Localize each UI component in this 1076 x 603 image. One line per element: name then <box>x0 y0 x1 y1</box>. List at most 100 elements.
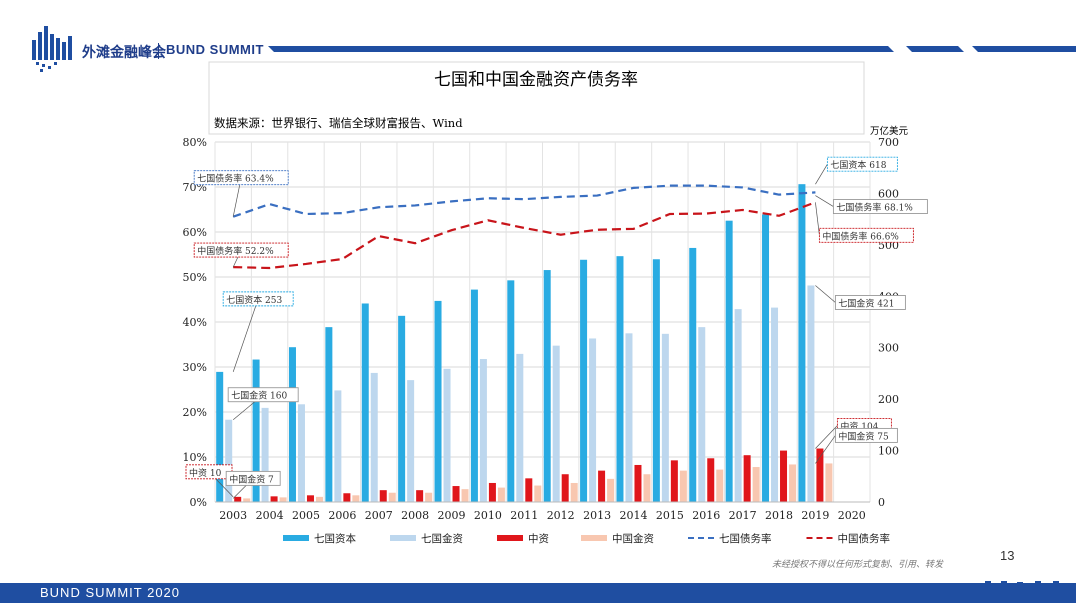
bar-七国金资 <box>625 333 633 502</box>
x-tick-label: 2010 <box>474 509 502 522</box>
bar-七国金资 <box>661 333 669 502</box>
bar-中国金资 <box>388 492 396 502</box>
bar-七国资本 <box>652 259 660 502</box>
bar-七国金资 <box>443 368 451 502</box>
bar-七国资本 <box>398 315 406 502</box>
bar-中国金资 <box>461 489 469 502</box>
legend-swatch <box>581 535 607 541</box>
bar-中国金资 <box>315 496 323 502</box>
copyright-notice: 未经授权不得以任何形式复制、引用、转发 <box>772 560 944 570</box>
bar-中国金资 <box>789 464 797 502</box>
x-tick-label: 2011 <box>510 509 538 522</box>
annotation-label: 中国债务率 66.6% <box>822 230 899 242</box>
y-left-tick-label: 20% <box>183 406 207 419</box>
bar-七国资本 <box>288 347 296 502</box>
bar-中资 <box>379 490 387 502</box>
annotation-box <box>834 427 898 443</box>
bar-七国金资 <box>552 345 560 502</box>
bar-七国金资 <box>734 309 742 502</box>
y-left-tick-label: 10% <box>183 451 207 464</box>
bar-七国资本 <box>252 359 260 502</box>
bar-中国金资 <box>425 492 433 502</box>
bar-中国金资 <box>752 467 760 502</box>
bar-中国金资 <box>497 487 505 502</box>
bar-中国金资 <box>243 498 251 502</box>
x-tick-label: 2018 <box>765 509 793 522</box>
annotation-box <box>222 291 294 307</box>
bar-中资 <box>634 464 642 502</box>
y-left-tick-label: 30% <box>183 361 207 374</box>
bar-七国资本 <box>361 303 369 502</box>
bar-七国资本 <box>507 280 515 502</box>
legend-label: 中国金资 <box>612 532 654 545</box>
bar-七国资本 <box>543 270 551 502</box>
bar-七国资本 <box>762 214 770 502</box>
annotation-leader <box>815 202 820 236</box>
bar-七国资本 <box>470 289 478 502</box>
bar-中资 <box>343 493 351 502</box>
annotation-box <box>834 295 906 310</box>
bar-七国金资 <box>297 404 305 502</box>
bar-七国金资 <box>407 380 415 502</box>
x-tick-label: 2016 <box>692 509 720 522</box>
bar-中资 <box>452 486 460 502</box>
annotation-label: 中国金资 75 <box>838 430 889 442</box>
annotation-label: 中资 10 <box>189 467 222 479</box>
bar-七国资本 <box>616 256 624 502</box>
x-tick-label: 2014 <box>619 509 647 522</box>
annotation-leader <box>815 435 836 464</box>
bar-七国金资 <box>334 390 342 502</box>
chart-header-box <box>208 61 865 135</box>
bar-七国金资 <box>771 307 779 502</box>
bar-七国金资 <box>261 407 269 502</box>
right-axis-unit: 万亿美元 <box>870 125 909 137</box>
annotation-box <box>225 470 281 486</box>
annotation-label: 七国债务率 68.1% <box>836 202 913 214</box>
x-tick-label: 2005 <box>292 509 320 522</box>
bar-中资 <box>816 448 824 502</box>
footer-bar <box>0 583 1076 603</box>
legend-label: 七国资本 <box>314 532 356 545</box>
bar-中国金资 <box>352 495 360 502</box>
y-left-tick-label: 50% <box>183 271 207 284</box>
bar-七国资本 <box>580 259 588 502</box>
annotation-box <box>826 156 898 172</box>
y-left-tick-label: 0% <box>190 496 207 509</box>
x-tick-label: 2007 <box>365 509 393 522</box>
bar-七国金资 <box>589 338 597 502</box>
page-number: 13 <box>1000 548 1015 563</box>
bar-七国金资 <box>698 327 706 502</box>
legend-label: 中国债务率 <box>838 532 891 545</box>
annotation-leader <box>815 163 828 185</box>
bar-中资 <box>743 455 751 502</box>
header-divider <box>158 43 159 59</box>
annotation-label: 七国资本 253 <box>226 294 282 306</box>
bar-七国金资 <box>479 359 487 502</box>
legend-swatch <box>390 535 416 541</box>
bar-中国金资 <box>825 463 833 502</box>
x-tick-label: 2020 <box>838 509 866 522</box>
y-left-tick-label: 60% <box>183 226 207 239</box>
x-tick-label: 2012 <box>547 509 575 522</box>
y-right-tick-label: 0 <box>878 496 885 509</box>
annotation-box <box>832 199 928 215</box>
annotation-label: 中国债务率 52.2% <box>197 245 274 257</box>
brand-name: BUND SUMMIT <box>166 42 264 57</box>
bar-中资 <box>561 474 569 502</box>
bar-中资 <box>598 470 606 502</box>
x-tick-label: 2013 <box>583 509 611 522</box>
annotation-leader <box>815 425 838 449</box>
annotation-label: 七国金资 160 <box>231 390 287 402</box>
annotation-label: 七国资本 618 <box>830 159 886 171</box>
bar-中资 <box>488 482 496 502</box>
annotation-leader <box>815 195 834 207</box>
logo-text: 外滩金融峰会 <box>82 45 166 61</box>
annotation-label: 中国金资 7 <box>229 473 274 485</box>
legend-label: 七国金资 <box>421 532 463 545</box>
bar-中资 <box>525 478 533 502</box>
footer-pixel-logo-icon <box>985 581 1059 592</box>
legend-swatch <box>497 535 523 541</box>
x-tick-label: 2004 <box>256 509 284 522</box>
bar-七国资本 <box>325 327 333 502</box>
